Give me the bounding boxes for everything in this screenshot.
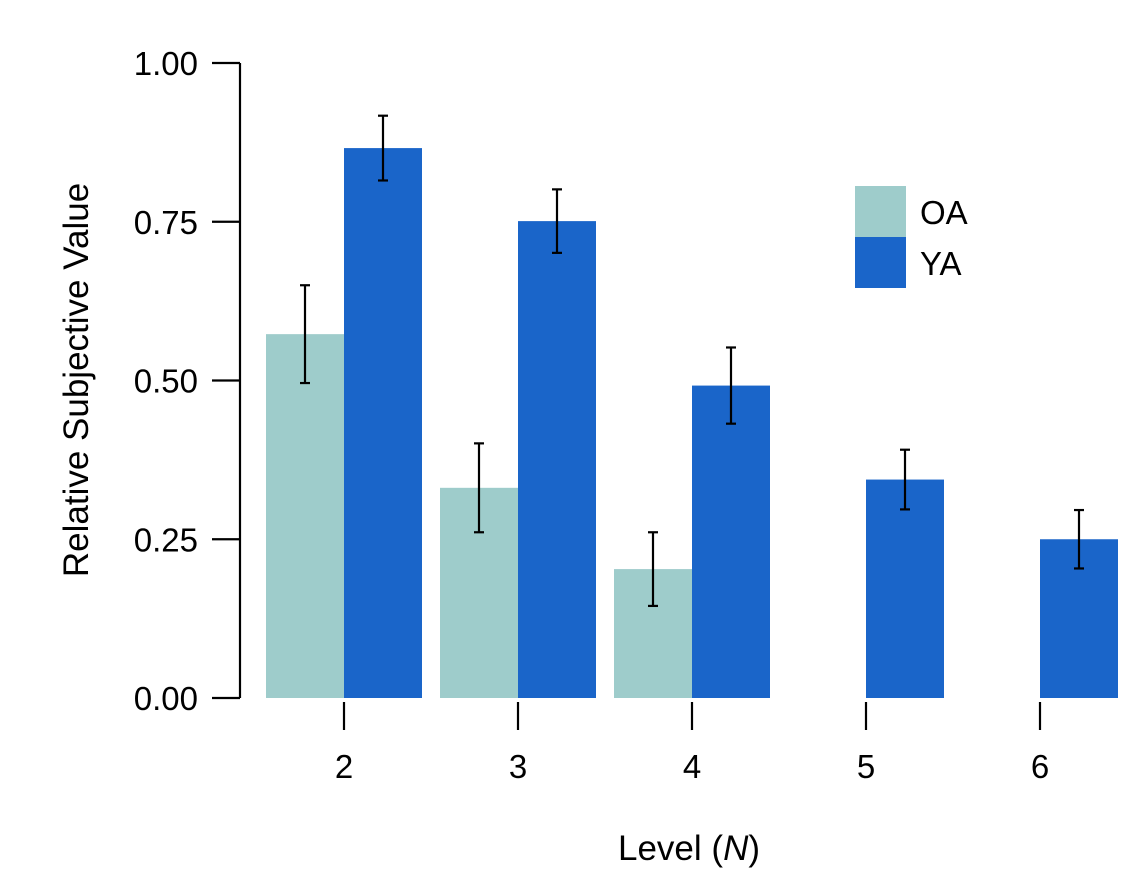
error-bar-ya	[726, 346, 736, 425]
bar-ya	[866, 479, 944, 698]
y-tick-label: 0.25	[134, 521, 198, 558]
x-axis: 2 3 4 5 6	[335, 702, 1049, 785]
legend-item-oa: OA	[855, 186, 968, 237]
y-axis-title: Relative Subjective Value	[57, 183, 96, 577]
legend-swatch	[855, 237, 906, 288]
y-tick-label: 0.75	[134, 204, 198, 241]
error-bar-ya	[1074, 508, 1084, 570]
x-tick-label: 2	[335, 748, 353, 785]
x-axis-title-suffix: )	[748, 829, 760, 868]
error-bar-ya	[552, 188, 562, 254]
legend: OA YA	[855, 186, 968, 288]
error-bar-oa	[300, 284, 310, 385]
x-tick-label: 5	[857, 748, 875, 785]
bars	[266, 148, 1118, 699]
legend-swatch	[855, 186, 906, 237]
bar-oa	[266, 334, 344, 698]
error-bar-oa	[648, 531, 658, 608]
y-axis: 0.00 0.25 0.50 0.75 1.00	[134, 45, 242, 717]
error-bar-ya	[378, 114, 388, 182]
y-tick-label: 0.50	[134, 363, 198, 400]
x-axis-title: Level (N)	[618, 829, 760, 868]
error-bar-oa	[474, 442, 484, 534]
bar-ya	[518, 221, 596, 699]
error-bars	[300, 114, 1084, 608]
x-axis-title-variable: N	[723, 829, 749, 868]
bar-ya	[692, 385, 770, 698]
x-tick-label: 6	[1031, 748, 1049, 785]
error-bar-ya	[900, 448, 910, 511]
legend-item-ya: YA	[855, 237, 962, 288]
legend-label: OA	[920, 194, 968, 231]
x-tick-label: 4	[683, 748, 701, 785]
x-axis-title-prefix: Level (	[618, 829, 723, 868]
x-tick-label: 3	[509, 748, 527, 785]
legend-label: YA	[920, 245, 962, 282]
plot-area: 0.00 0.25 0.50 0.75 1.00 2 3 4 5 6	[134, 45, 1118, 785]
bar-ya	[344, 148, 422, 699]
y-tick-label: 0.00	[134, 680, 198, 717]
y-tick-label: 1.00	[134, 45, 198, 82]
